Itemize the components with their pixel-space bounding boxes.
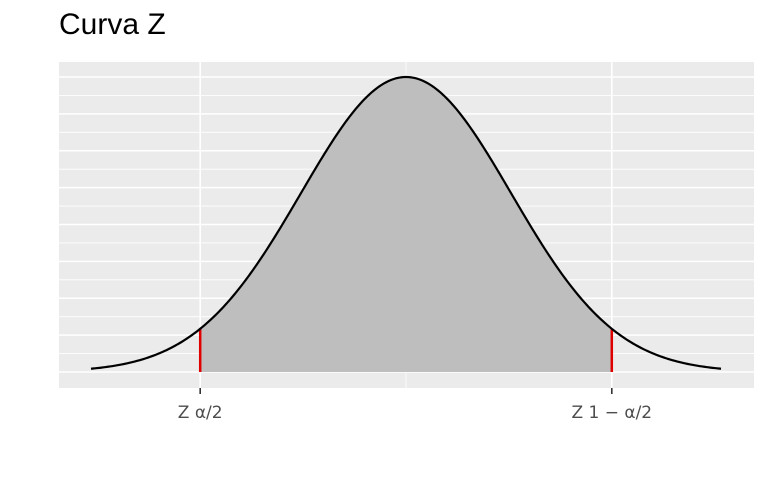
x-tick-label: Z 1 − α/2 (571, 403, 652, 423)
shaded-region (200, 77, 612, 372)
chart-title: Curva Z (59, 8, 166, 41)
density-curve (90, 75, 722, 370)
x-tick-label: Z α/2 (178, 403, 223, 423)
x-axis: Z α/2 Z 1 − α/2 (178, 388, 652, 423)
chart-marks (90, 75, 722, 372)
